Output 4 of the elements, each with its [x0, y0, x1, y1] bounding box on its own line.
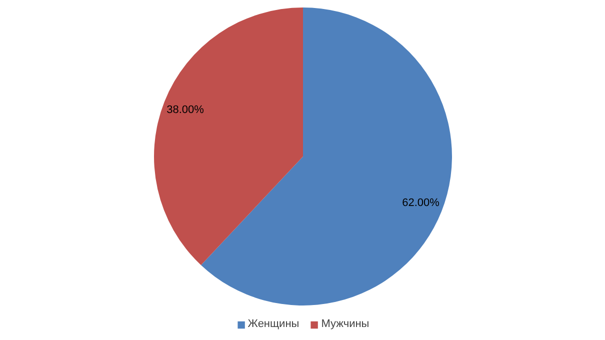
- data-label: 62.00%: [402, 197, 440, 210]
- data-label: 38.00%: [166, 104, 204, 116]
- legend-label: Мужчины: [321, 318, 370, 330]
- legend-label: Женщины: [248, 318, 300, 330]
